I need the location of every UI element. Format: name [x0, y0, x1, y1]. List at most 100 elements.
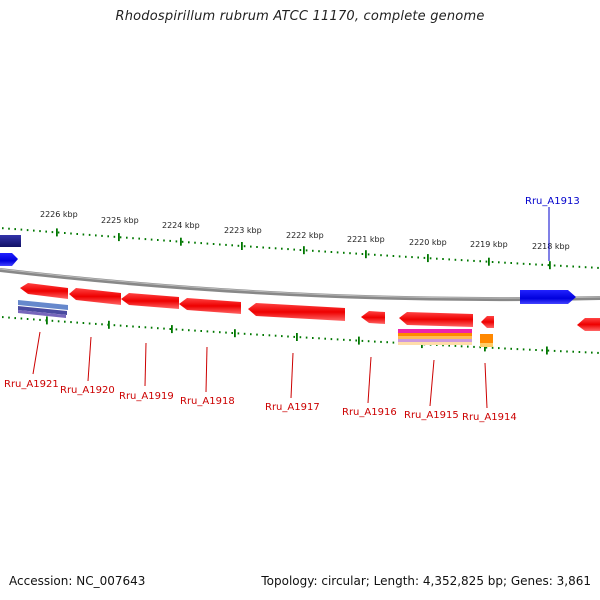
kbp-label: 2220 kbp [409, 238, 447, 247]
gene-label-rru-a1921[interactable]: Rru_A1921 [4, 379, 59, 390]
minor-tick [82, 322, 85, 324]
gene-rru-a1921[interactable] [20, 283, 68, 299]
major-tick [171, 325, 173, 334]
minor-tick [250, 245, 252, 248]
minor-tick [2, 227, 4, 230]
gene-forward[interactable] [0, 253, 18, 266]
gene-rru-a1920[interactable] [69, 288, 121, 305]
minor-tick [163, 327, 165, 330]
gene-label-rru-a1919[interactable]: Rru_A1919 [119, 391, 174, 402]
minor-tick [181, 328, 184, 331]
major-tick [365, 250, 367, 259]
minor-tick [566, 350, 568, 353]
minor-tick [578, 351, 581, 353]
gene-rru-a1914[interactable] [481, 316, 494, 328]
minor-tick [144, 238, 147, 241]
minor-tick [26, 229, 29, 232]
minor-tick [398, 255, 401, 258]
minor-tick [14, 228, 16, 231]
minor-tick [144, 326, 147, 329]
major-tick [46, 316, 48, 325]
gene-label-rru-a1915[interactable]: Rru_A1915 [404, 410, 459, 421]
feature-track[interactable] [480, 334, 493, 343]
minor-tick [194, 241, 196, 244]
minor-tick [572, 265, 574, 268]
minor-tick [188, 329, 190, 332]
minor-tick [318, 250, 320, 253]
feature-track[interactable] [18, 300, 68, 310]
kbp-label: 2223 kbp [224, 226, 262, 235]
minor-tick [8, 227, 10, 230]
gene-label-rru-a1916[interactable]: Rru_A1916 [342, 407, 397, 418]
minor-tick [349, 252, 351, 255]
minor-tick [374, 253, 376, 256]
minor-tick [498, 261, 500, 264]
major-tick [303, 246, 305, 255]
kbp-label: 2224 kbp [162, 221, 200, 230]
gene-rru-a1913[interactable] [520, 290, 576, 304]
gene-label-rru-a1918[interactable]: Rru_A1918 [180, 396, 235, 407]
major-tick [118, 233, 120, 242]
gene-forward[interactable] [0, 235, 21, 247]
minor-tick [467, 259, 469, 262]
minor-tick [429, 257, 432, 260]
minor-tick [163, 239, 165, 242]
feature-track[interactable] [398, 336, 472, 339]
leader-rru-a1914 [484, 362, 488, 409]
leader-rru-a1921 [32, 331, 41, 375]
gene-label-rru-a1920[interactable]: Rru_A1920 [60, 385, 115, 396]
minor-tick [491, 346, 494, 349]
genome-backbone [0, 268, 600, 302]
minor-tick [343, 338, 345, 341]
minor-tick [219, 331, 221, 334]
major-tick [488, 257, 490, 266]
gene-rru-a1918[interactable] [179, 298, 241, 314]
gene-rru-a1915[interactable] [399, 312, 473, 327]
minor-tick [367, 340, 370, 343]
minor-tick [324, 337, 326, 340]
minor-tick [473, 259, 475, 262]
feature-track[interactable] [398, 329, 472, 333]
gene-rru-a1916[interactable] [361, 311, 385, 324]
gene-label-rru-a1914[interactable]: Rru_A1914 [462, 412, 517, 423]
leader-rru-a1920 [87, 336, 92, 382]
minor-tick [510, 262, 512, 264]
minor-tick [287, 335, 289, 338]
minor-tick [33, 229, 35, 232]
major-tick [549, 261, 551, 270]
kbp-label: 2219 kbp [470, 240, 508, 249]
minor-tick [262, 246, 264, 249]
minor-tick [150, 238, 153, 241]
gene-label-rru-a1917[interactable]: Rru_A1917 [265, 402, 320, 413]
feature-track[interactable] [398, 333, 472, 336]
minor-tick [417, 256, 419, 259]
minor-tick [343, 251, 345, 254]
minor-tick [380, 340, 382, 343]
minor-tick [157, 239, 159, 241]
feature-track[interactable] [18, 310, 66, 318]
minor-tick [51, 319, 54, 322]
gene-reverse[interactable] [577, 318, 600, 331]
minor-tick [188, 241, 190, 244]
minor-tick [70, 321, 72, 324]
minor-tick [541, 263, 543, 266]
minor-tick [287, 248, 289, 251]
minor-tick [169, 239, 171, 242]
feature-track[interactable] [480, 343, 493, 347]
minor-tick [243, 332, 246, 335]
minor-tick [250, 333, 252, 336]
minor-tick [572, 350, 574, 353]
minor-tick [324, 250, 326, 253]
gene-rru-a1917[interactable] [248, 303, 345, 321]
gene-rru-a1919[interactable] [121, 293, 179, 309]
minor-tick [262, 334, 264, 336]
major-tick [546, 346, 548, 355]
minor-tick [70, 232, 72, 235]
minor-tick [95, 234, 97, 237]
gene-label-rru-a1913[interactable]: Rru_A1913 [525, 196, 580, 207]
feature-track[interactable] [398, 342, 472, 345]
minor-tick [88, 322, 91, 325]
feature-track[interactable] [18, 306, 67, 315]
feature-track[interactable] [398, 339, 472, 342]
